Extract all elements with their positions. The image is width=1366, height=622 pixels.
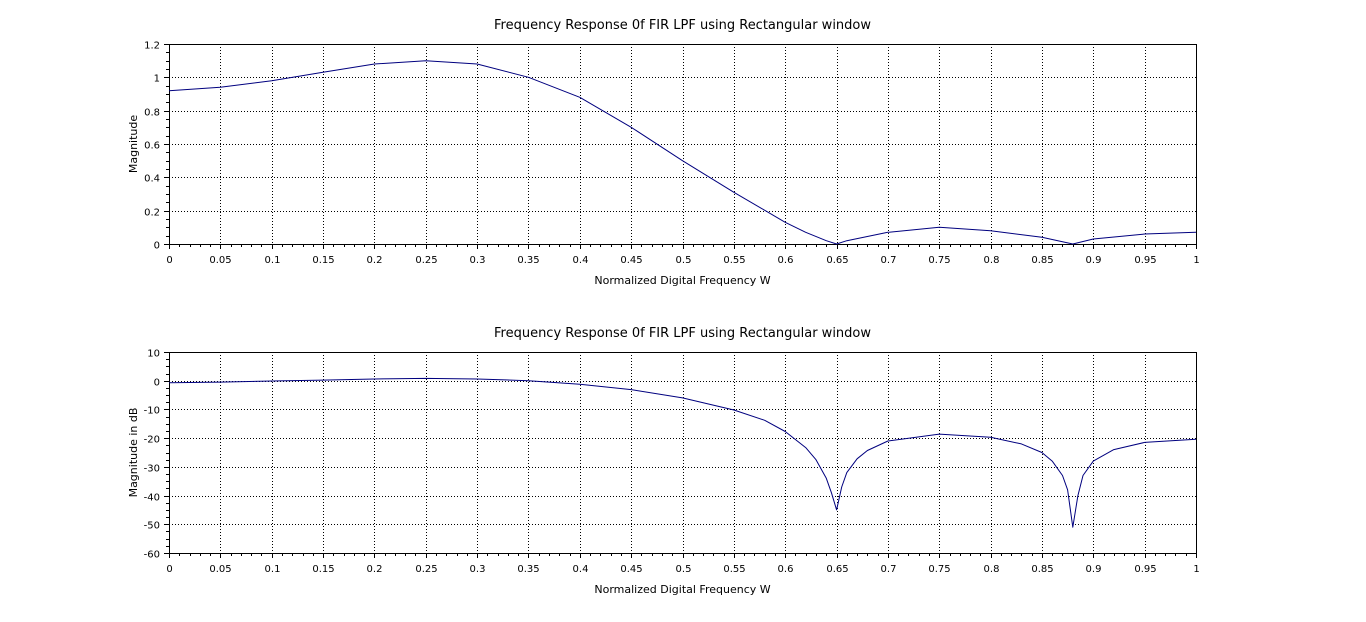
x-tick-label: 0.05 xyxy=(209,255,231,266)
x-tick-label: 0.95 xyxy=(1134,255,1156,266)
x-tick-label: 0.8 xyxy=(984,255,1000,266)
x-tick-label: 0.6 xyxy=(778,564,794,575)
y-tick-label: 0.4 xyxy=(144,174,160,185)
x-tick-label: 0.6 xyxy=(778,255,794,266)
x-tick-label: 0.75 xyxy=(928,564,950,575)
y-axis-label: Magnitude in dB xyxy=(127,408,140,498)
x-tick-label: 0.15 xyxy=(312,564,334,575)
x-tick-label: 0.55 xyxy=(723,255,745,266)
x-axis-label: Normalized Digital Frequency W xyxy=(594,583,770,596)
x-tick-label: 0.2 xyxy=(367,564,383,575)
x-tick-label: 0.85 xyxy=(1031,255,1053,266)
x-tick-label: 0.7 xyxy=(881,255,897,266)
x-tick-label: 0.35 xyxy=(517,255,539,266)
x-tick-label: 0.85 xyxy=(1031,564,1053,575)
y-tick-label: 1 xyxy=(154,74,160,85)
x-tick-label: 1 xyxy=(1193,564,1199,575)
y-tick-label: -60 xyxy=(144,550,160,561)
y-tick-label: 0.8 xyxy=(144,108,160,119)
y-axis-label: Magnitude xyxy=(127,115,140,174)
x-tick-label: 0.9 xyxy=(1086,564,1102,575)
chart-2: 0 0.05 0.1 0.15 0.2 0.25 0.3 0.35 0.4 0.45 0.5 0.55… xyxy=(127,326,1200,596)
y-tick-label: 0 xyxy=(154,378,160,389)
x-tick-label: 0.3 xyxy=(470,255,486,266)
x-tick-label: 0.7 xyxy=(881,564,897,575)
x-tick-label: 0.5 xyxy=(676,564,692,575)
x-tick-label: 0.55 xyxy=(723,564,745,575)
x-tick-label: 0.95 xyxy=(1134,564,1156,575)
x-tick-label: 0.1 xyxy=(265,255,281,266)
x-tick-label: 0.5 xyxy=(676,255,692,266)
y-tick-label: -20 xyxy=(144,435,160,446)
x-tick-label: 0.25 xyxy=(415,255,437,266)
x-tick-label: 0.65 xyxy=(826,255,848,266)
y-tick-label: 1.2 xyxy=(144,41,160,52)
x-tick-label: 0.75 xyxy=(928,255,950,266)
x-tick-label: 0 xyxy=(166,564,172,575)
x-tick-label: 0.9 xyxy=(1086,255,1102,266)
x-tick-label: 0.3 xyxy=(470,564,486,575)
x-tick-label: 0.35 xyxy=(517,564,539,575)
x-tick-label: 0.65 xyxy=(826,564,848,575)
x-tick-label: 0.8 xyxy=(984,564,1000,575)
y-tick-label: -30 xyxy=(144,464,160,475)
y-tick-label: -50 xyxy=(144,521,160,532)
x-tick-label: 0.15 xyxy=(312,255,334,266)
series-line xyxy=(168,377,1197,528)
y-tick-label: -40 xyxy=(144,493,160,504)
y-tick-label: 0.6 xyxy=(144,141,160,152)
x-tick-label: 0.4 xyxy=(573,564,589,575)
x-tick-label: 0.45 xyxy=(620,564,642,575)
x-tick-label: 0.25 xyxy=(415,564,437,575)
x-tick-label: 0 xyxy=(166,255,172,266)
chart-title: Frequency Response 0f FIR LPF using Rect… xyxy=(494,18,871,33)
x-tick-label: 1 xyxy=(1193,255,1199,266)
y-tick-label: 10 xyxy=(147,349,160,360)
x-tick-label: 0.2 xyxy=(367,255,383,266)
x-tick-label: 0.4 xyxy=(573,255,589,266)
x-tick-label: 0.1 xyxy=(265,564,281,575)
y-tick-label: 0.2 xyxy=(144,208,160,219)
chart-1: 0 0.05 0.1 0.15 0.2 0.25 0.3 0.35 0.4 0.45 0.5 0.55… xyxy=(127,18,1200,287)
y-tick-label: -10 xyxy=(144,406,160,417)
series-line xyxy=(168,60,1197,245)
x-tick-label: 0.45 xyxy=(620,255,642,266)
chart-title: Frequency Response 0f FIR LPF using Rect… xyxy=(494,326,871,341)
x-axis-label: Normalized Digital Frequency W xyxy=(594,274,770,287)
y-tick-label: 0 xyxy=(154,241,160,252)
x-tick-label: 0.05 xyxy=(209,564,231,575)
